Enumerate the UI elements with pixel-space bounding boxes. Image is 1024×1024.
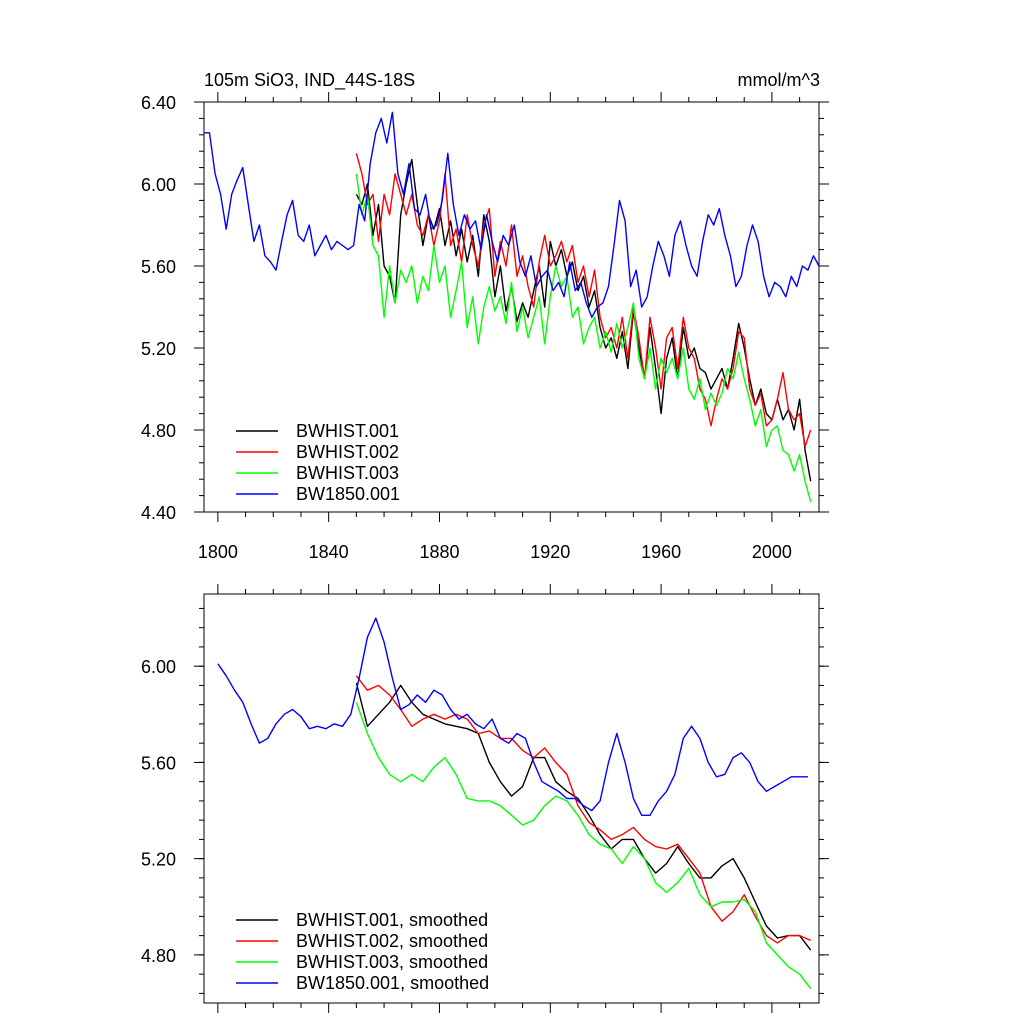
legend-label: BWHIST.001 — [296, 421, 399, 441]
series-group — [217, 617, 812, 990]
x-tick-label: 1840 — [309, 542, 349, 562]
chart-panel-smoothed: 4.805.205.606.00 BWHIST.001, smoothedBWH… — [141, 584, 829, 1013]
series-line-4 — [204, 111, 820, 318]
series-line-1 — [355, 158, 812, 482]
x-tick-label: 1800 — [198, 542, 238, 562]
legend-label: BW1850.001 — [296, 484, 400, 504]
y-tick-label: 5.60 — [141, 257, 176, 277]
series-line-4 — [217, 617, 808, 816]
axes-group: 1800 1840 1880 1920 1960 2000 4.40 4.80 5.20 5.60… — [141, 92, 829, 562]
series-line-3 — [355, 702, 812, 990]
y-tick-label: 5.20 — [141, 850, 176, 870]
series-group — [204, 111, 820, 502]
y-tick-label: 4.80 — [141, 421, 176, 441]
series-line-2 — [355, 675, 811, 944]
legend-label: BWHIST.002 — [296, 442, 399, 462]
y-tick-label: 4.40 — [141, 503, 176, 523]
series-line-3 — [355, 173, 812, 502]
y-tick-label: 6.00 — [141, 175, 176, 195]
chart-title-left: 105m SiO3, IND_44S-18S — [204, 70, 415, 91]
legend-label: BWHIST.003 — [296, 463, 399, 483]
x-tick-label: 1920 — [530, 542, 570, 562]
legend-label: BWHIST.003, smoothed — [296, 952, 488, 972]
plot-frame — [203, 593, 820, 1004]
plot-frame — [203, 101, 820, 513]
y-tick-label: 4.80 — [141, 946, 176, 966]
y-tick-label: 5.60 — [141, 753, 176, 773]
x-tick-label: 1880 — [419, 542, 459, 562]
y-tick-label: 5.20 — [141, 339, 176, 359]
chart-panel-raw: 105m SiO3, IND_44S-18S mmol/m^3 1800 1840… — [141, 70, 829, 562]
legend-label: BW1850.001, smoothed — [296, 973, 489, 993]
y-tick-label: 6.00 — [141, 657, 176, 677]
x-tick-label: 2000 — [752, 542, 792, 562]
x-tick-label: 1960 — [641, 542, 681, 562]
chart-title-units: mmol/m^3 — [738, 70, 820, 90]
series-line-2 — [355, 153, 812, 448]
series-line-1 — [355, 682, 812, 951]
axes-group: 4.80 5.20 5.60 6.00 — [141, 584, 829, 1013]
legend-label: BWHIST.002, smoothed — [296, 931, 488, 951]
legend-label: BWHIST.001, smoothed — [296, 910, 488, 930]
y-tick-label: 6.40 — [141, 93, 176, 113]
